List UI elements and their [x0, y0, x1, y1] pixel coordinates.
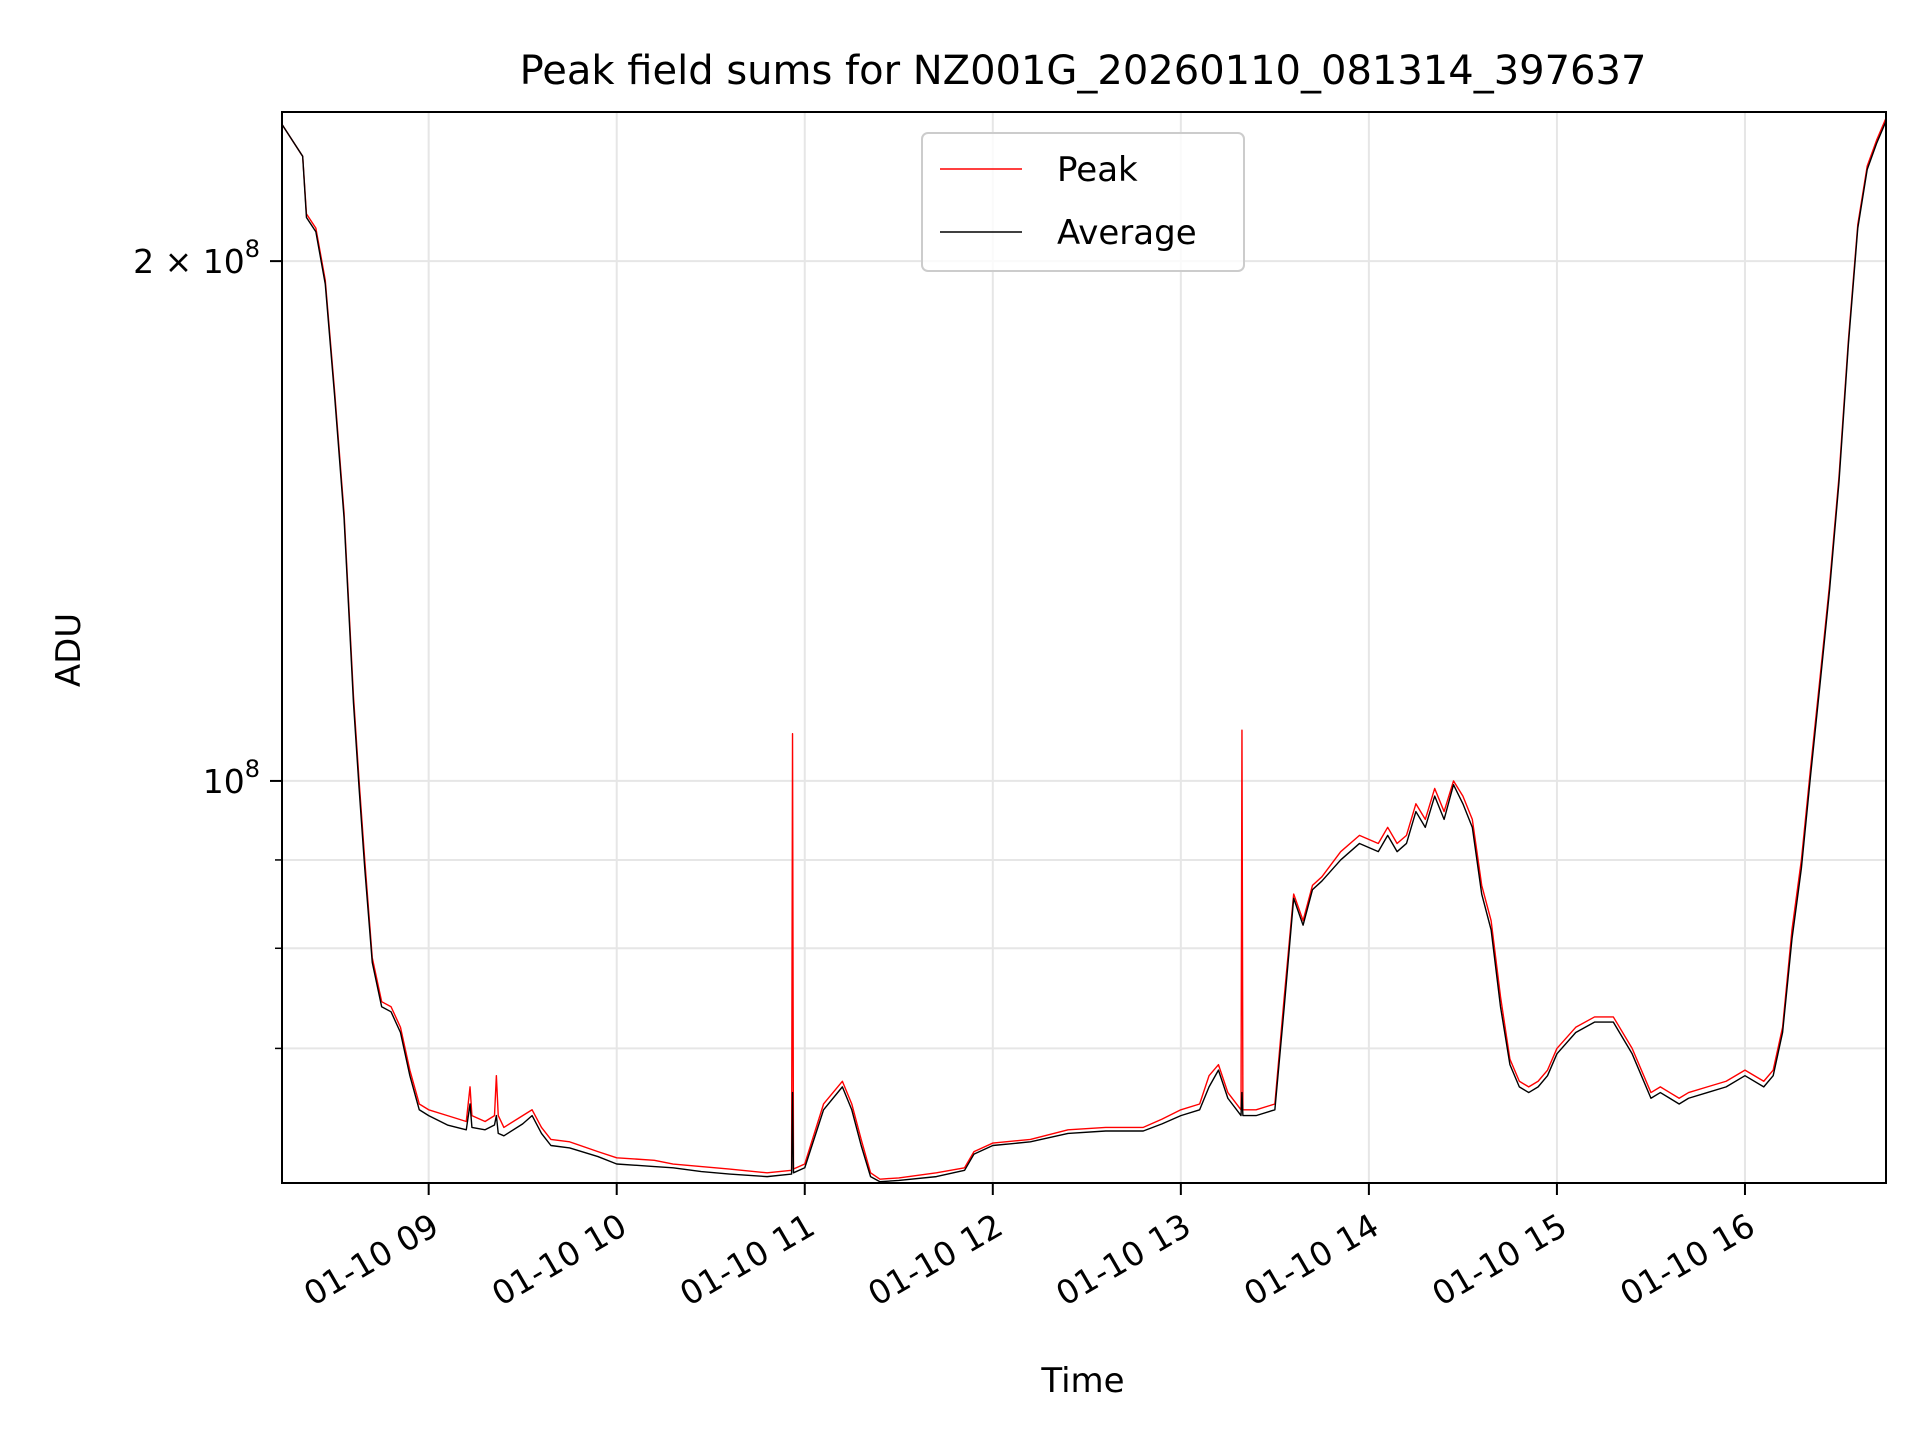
- plot-frame: [281, 111, 1887, 1184]
- series-line-peak: [281, 117, 1887, 1180]
- y-axis-label: ADU: [49, 613, 89, 687]
- chart-title: Peak field sums for NZ001G_20260110_0813…: [520, 48, 1647, 94]
- y-tick-label: 2 × 108: [133, 235, 260, 281]
- legend: Peak Average: [921, 132, 1245, 272]
- series-layer: [281, 117, 1887, 1183]
- y-tick-label: 108: [203, 755, 260, 801]
- x-axis-label: Time: [1040, 1361, 1124, 1401]
- grid: [282, 112, 1886, 1183]
- y-axis: 2 × 108 108: [133, 235, 282, 1050]
- legend-label-average: Average: [1057, 213, 1197, 253]
- series-line-average: [281, 121, 1887, 1183]
- legend-box: [921, 132, 1245, 272]
- legend-label-peak: Peak: [1057, 150, 1138, 190]
